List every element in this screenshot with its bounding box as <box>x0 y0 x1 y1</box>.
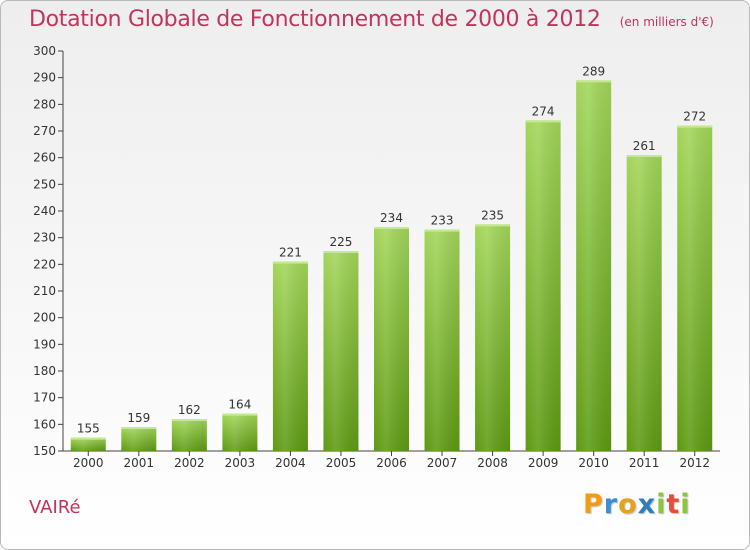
bar-shine <box>70 437 106 451</box>
x-tick-label: 2008 <box>477 456 508 470</box>
bar-top-highlight <box>70 437 106 440</box>
bar-shine <box>121 427 157 451</box>
logo-letter: x <box>637 489 657 520</box>
bar-shine <box>374 227 409 451</box>
bar-top-highlight <box>677 125 713 128</box>
data-label: 159 <box>127 411 150 425</box>
data-label: 225 <box>330 235 353 249</box>
axes: 150 160 170 180 190 200 210 220 230 240 250 260 270 2… <box>33 44 720 458</box>
bar-shine <box>171 419 207 451</box>
logo-letter: t <box>666 489 681 520</box>
x-tick-label: 2010 <box>578 456 609 470</box>
x-tick-label: 2003 <box>225 456 256 470</box>
data-label: 235 <box>481 208 504 222</box>
bars-group <box>70 80 713 452</box>
bar-top-highlight <box>171 419 207 421</box>
y-tick-label: 260 <box>33 151 56 165</box>
y-tick-label: 300 <box>33 44 56 58</box>
y-tick-label: 210 <box>33 284 56 298</box>
x-tick-label: 2001 <box>124 456 155 470</box>
data-label: 234 <box>380 211 403 225</box>
y-tick-label: 240 <box>33 204 56 218</box>
logo-letter: r <box>603 489 619 520</box>
logo-letter: i <box>656 489 667 520</box>
x-tick-label: 2004 <box>275 456 306 470</box>
data-label: 221 <box>279 246 302 260</box>
data-label: 233 <box>431 214 454 228</box>
data-label: 274 <box>532 104 555 118</box>
y-tick-label: 290 <box>33 71 56 85</box>
bar-top-highlight <box>475 224 511 227</box>
y-tick-label: 190 <box>33 337 56 351</box>
logo-letter: P <box>583 489 604 520</box>
chart-title: Dotation Globale de Fonctionnement de 20… <box>29 7 601 32</box>
logo-letter: o <box>618 489 638 520</box>
x-tick-label: 2002 <box>174 456 205 470</box>
y-tick-label: 180 <box>33 364 56 378</box>
bar-top-highlight <box>576 80 612 83</box>
data-label: 162 <box>178 403 201 417</box>
bar-top-highlight <box>374 227 409 229</box>
bar-shine <box>475 224 511 451</box>
labels-group: 155 2000 159 2001 162 2002 164 2003 221 2004 225 20… <box>73 64 710 470</box>
bar-shine <box>576 80 612 451</box>
bar-top-highlight <box>121 427 157 429</box>
bar-shine <box>424 229 460 451</box>
bar-shine <box>626 155 662 451</box>
logo-letter: i <box>680 489 691 520</box>
bar-top-highlight <box>626 155 662 157</box>
data-label: 155 <box>77 422 100 436</box>
y-tick-label: 280 <box>33 97 56 111</box>
bar-top-highlight <box>424 229 460 232</box>
y-tick-label: 200 <box>33 311 56 325</box>
commune-name: VAIRé <box>29 497 81 518</box>
bar-shine <box>677 125 713 452</box>
data-label: 164 <box>228 398 251 412</box>
x-tick-label: 2005 <box>326 456 357 470</box>
bar-top-highlight <box>272 261 308 264</box>
bar-top-highlight <box>525 120 561 123</box>
x-tick-label: 2012 <box>679 456 710 470</box>
bar-shine <box>272 261 308 451</box>
bar-top-highlight <box>323 251 359 253</box>
title-row: Dotation Globale de Fonctionnement de 20… <box>29 7 714 32</box>
bar-top-highlight <box>222 413 258 416</box>
x-tick-label: 2011 <box>629 456 660 470</box>
y-tick-label: 160 <box>33 417 56 431</box>
y-tick-label: 220 <box>33 257 56 271</box>
y-tick-label: 170 <box>33 391 56 405</box>
chart-subtitle: (en milliers d'€) <box>619 15 714 29</box>
proxiti-logo: Proxiti <box>583 489 691 520</box>
data-label: 261 <box>633 139 656 153</box>
x-tick-label: 2006 <box>376 456 407 470</box>
data-label: 272 <box>683 110 706 124</box>
bar-shine <box>222 413 258 451</box>
y-tick-label: 250 <box>33 177 56 191</box>
x-tick-label: 2007 <box>427 456 458 470</box>
x-tick-label: 2000 <box>73 456 104 470</box>
bar-shine <box>525 120 561 451</box>
bar-shine <box>323 251 359 451</box>
y-tick-label: 150 <box>33 444 56 458</box>
x-tick-label: 2009 <box>528 456 559 470</box>
y-tick-label: 270 <box>33 124 56 138</box>
y-tick-label: 230 <box>33 231 56 245</box>
data-label: 289 <box>582 64 605 78</box>
